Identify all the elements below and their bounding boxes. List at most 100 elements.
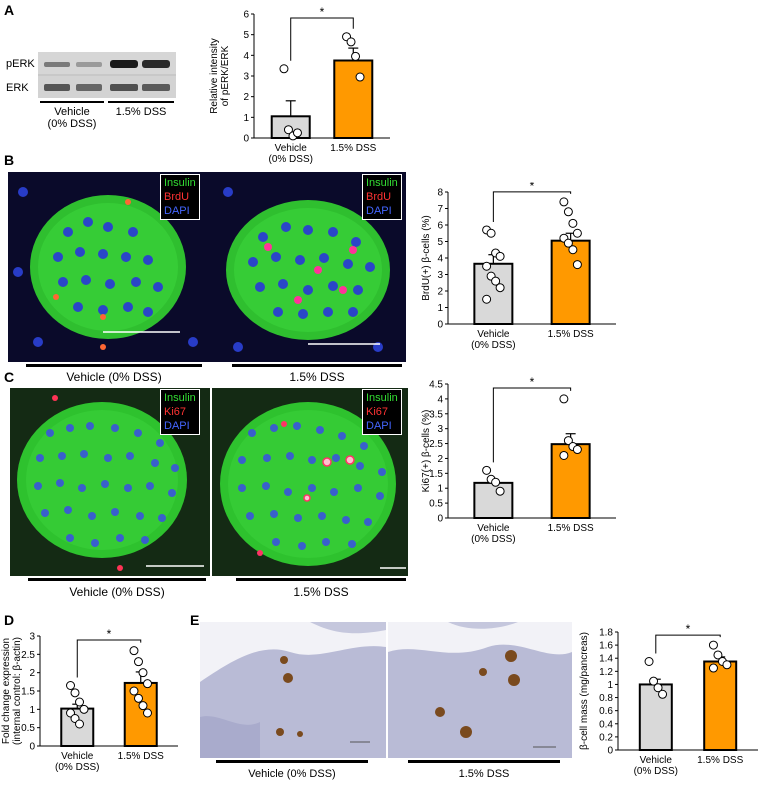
y-tick-label: 8: [437, 188, 443, 199]
data-point: [133, 693, 143, 703]
data-point: [653, 683, 663, 693]
y-tick-label: 0.6: [599, 706, 613, 717]
chart-c-ki67: 0 0.5 1 1.5 2 2.5 3 3.5 4 4.5 Ki67(+) β-cells (%) V…: [421, 375, 616, 545]
data-point: [708, 640, 718, 650]
significance-star: *: [320, 5, 325, 19]
data-point: [568, 245, 578, 255]
legend-dapi: DAPI: [164, 205, 190, 217]
x-tick-label: Vehicle: [477, 329, 510, 340]
y-tick-label: 0.5: [429, 499, 443, 510]
y-tick-label: 3.5: [429, 409, 443, 420]
chart-e-bcell-mass: 0 0.2 0.4 0.6 0.8 1 1.2 1.4 1.6 1.8 β-cell mass (m…: [579, 622, 758, 777]
micrograph-e-dss: [388, 622, 572, 758]
data-point: [142, 679, 152, 689]
x-tick-label: 1.5% DSS: [548, 523, 594, 534]
data-point: [79, 704, 89, 714]
y-axis-label: Ki67(+) β-cells (%): [421, 410, 432, 493]
significance-bracket: [76, 639, 142, 678]
y-tick-label: 0.5: [21, 723, 35, 734]
micrograph-e-vehicle: [200, 622, 386, 758]
data-point: [283, 125, 293, 135]
y-tick-label: 0.8: [599, 693, 613, 704]
significance-star: *: [686, 622, 691, 636]
group-bar-c-dss: [236, 578, 406, 581]
chart-d-fold-change: 0 0.5 1 1.5 2 2.5 3 Fold change expression (inte…: [1, 627, 178, 773]
micrograph-c-dss: [212, 388, 408, 576]
y-tick-label: 1.5: [429, 469, 443, 480]
legend-c-dss: Insulin Ki67 DAPI: [362, 389, 402, 435]
legend-insulin: Insulin: [164, 177, 196, 189]
y-tick-label: 1.6: [599, 641, 613, 652]
legend-insulin: Insulin: [366, 177, 398, 189]
y-axis-label: Fold change expression: [1, 638, 12, 744]
y-tick-label: 3: [437, 424, 443, 435]
legend-ki67: Ki67: [164, 406, 187, 418]
y-tick-label: 1: [243, 113, 249, 124]
label-e-dss: 1.5% DSS: [458, 768, 510, 780]
western-blot-image: [38, 52, 176, 98]
y-tick-label: 0: [29, 742, 35, 753]
legend-ki67: Ki67: [366, 406, 389, 418]
y-tick-label: 1: [29, 705, 35, 716]
data-point: [658, 689, 668, 699]
group-bar-b-vehicle: [26, 364, 202, 367]
x-tick-label: Vehicle: [477, 523, 510, 534]
panel-letter-b: B: [4, 152, 15, 168]
blot-group-bar-vehicle: [40, 101, 104, 103]
blot-group-dss: 1.5% DSS: [115, 106, 167, 118]
data-point: [644, 657, 654, 666]
data-point: [491, 477, 501, 487]
data-point: [138, 701, 148, 711]
data-point: [572, 445, 582, 455]
significance-star: *: [530, 375, 535, 389]
y-tick-label: 1.8: [599, 628, 613, 639]
x-tick-label: (0% DSS): [471, 340, 515, 351]
y-tick-label: 2: [243, 92, 249, 103]
y-tick-label: 3: [29, 632, 35, 643]
blot-row-label-erk: ERK: [6, 82, 29, 94]
data-point: [713, 650, 723, 660]
bar-dss: [333, 59, 374, 139]
y-axis-label: (internal control: β-actin): [12, 637, 23, 745]
data-point: [649, 676, 659, 686]
y-tick-label: 3: [437, 270, 443, 281]
data-point: [138, 668, 148, 678]
data-point: [346, 37, 356, 47]
legend-insulin: Insulin: [366, 392, 398, 404]
y-axis-label: BrdU(+) β-cells (%): [421, 215, 432, 300]
y-axis-label: β-cell mass (mg/pancreas): [579, 632, 590, 750]
group-bar-c-vehicle: [28, 578, 206, 581]
y-tick-label: 1.5: [21, 687, 35, 698]
legend-b-dss: Insulin BrdU DAPI: [362, 174, 402, 220]
y-tick-label: 7: [437, 204, 443, 215]
data-point: [559, 394, 569, 404]
data-point: [495, 486, 505, 496]
data-point: [129, 646, 139, 656]
y-tick-label: 2: [437, 454, 443, 465]
data-point: [563, 238, 573, 248]
legend-brdu: BrdU: [366, 191, 392, 203]
y-tick-label: 0.2: [599, 732, 613, 743]
data-point: [66, 681, 76, 690]
data-point: [142, 708, 152, 718]
label-c-dss: 1.5% DSS: [293, 585, 349, 599]
panel-letter-c: C: [4, 369, 15, 385]
label-e-vehicle: Vehicle (0% DSS): [248, 768, 336, 780]
data-point: [495, 251, 505, 261]
y-tick-label: 1.2: [599, 667, 613, 678]
y-tick-label: 4: [243, 51, 249, 62]
x-tick-label: 1.5% DSS: [548, 329, 594, 340]
data-point: [75, 719, 85, 729]
panel-letter-a: A: [4, 2, 15, 18]
y-tick-label: 5: [243, 30, 249, 41]
chart-a-perk-intensity: 0 1 2 3 4 5 6 Relative intensity of pERK/ERK Vehi…: [209, 5, 390, 165]
y-tick-label: 1: [437, 303, 443, 314]
significance-bracket: [290, 17, 354, 61]
data-point: [563, 207, 573, 217]
y-tick-label: 1.4: [599, 654, 613, 665]
label-b-dss: 1.5% DSS: [289, 370, 345, 384]
data-point: [75, 697, 85, 707]
y-tick-label: 5: [437, 237, 443, 248]
bar-dss: [703, 660, 738, 751]
x-tick-label: 1.5% DSS: [118, 751, 164, 762]
